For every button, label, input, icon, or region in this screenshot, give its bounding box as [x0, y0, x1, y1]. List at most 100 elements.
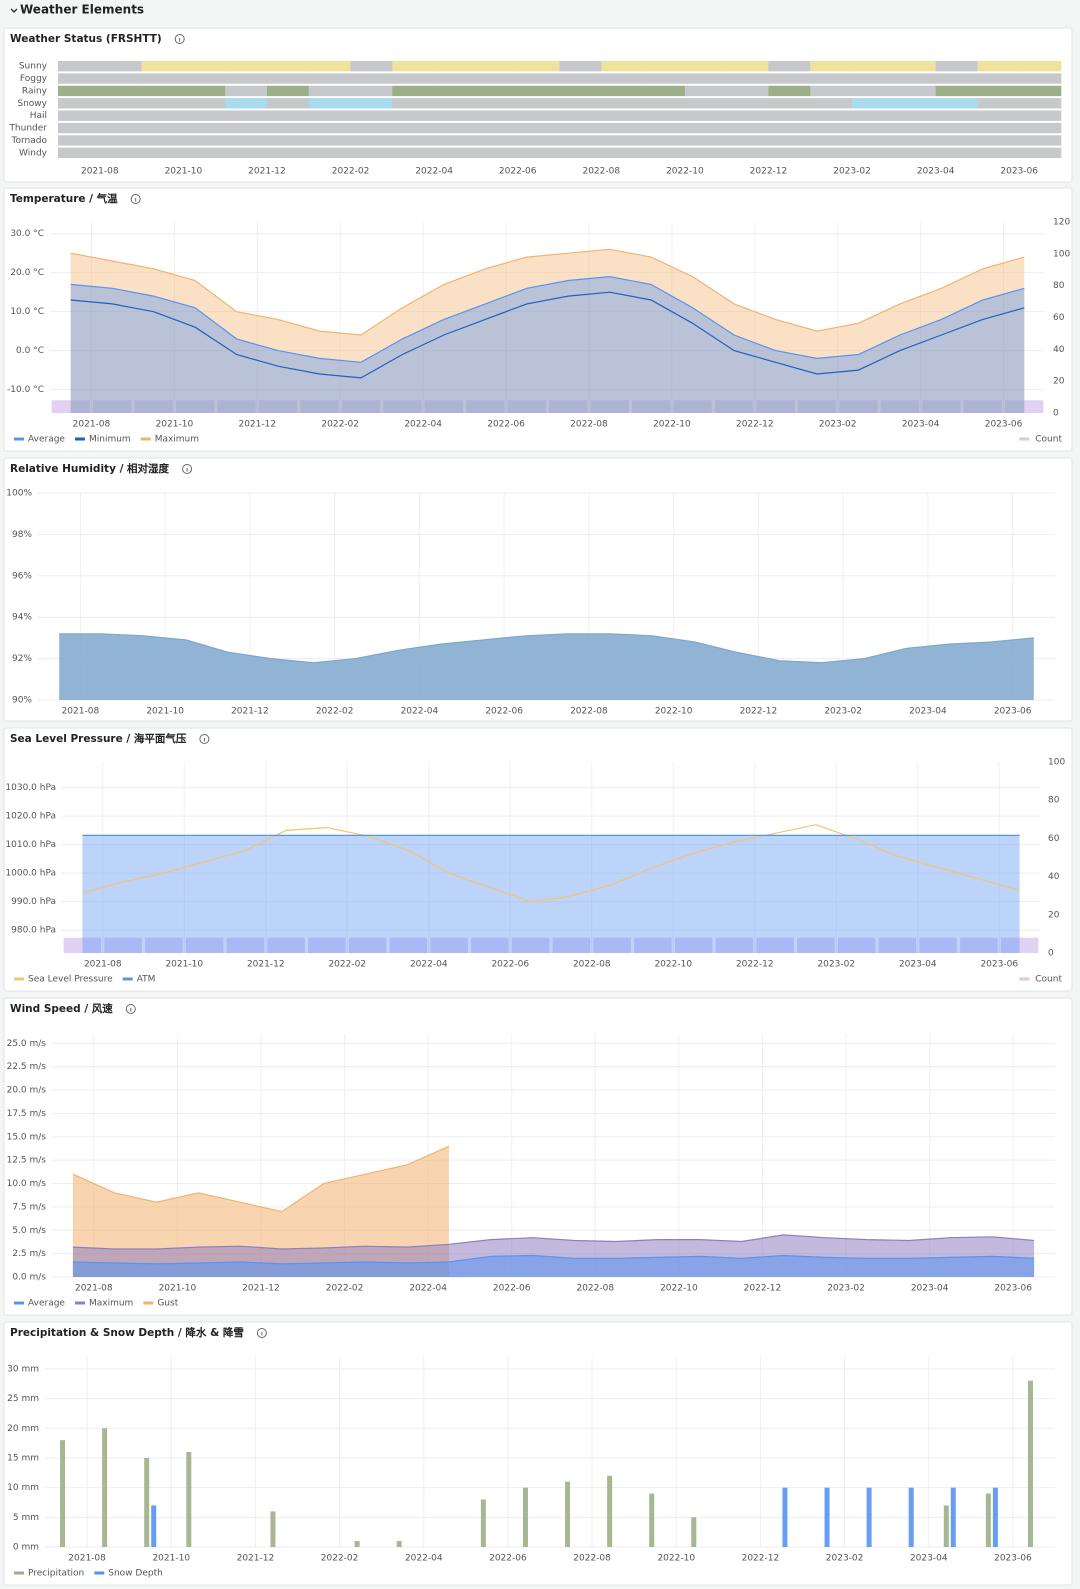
panel: Sea Level Pressure / 海平面气压 2021-08 2021-10…	[3, 727, 1073, 992]
count-bar	[217, 400, 256, 413]
state-cell	[99, 135, 142, 146]
panel-frame	[3, 457, 1073, 722]
y-tick-label: 94%	[12, 613, 32, 623]
state-cell	[225, 147, 268, 158]
x-tick-label: 2022-02	[316, 707, 354, 717]
state-cell	[684, 73, 727, 84]
state-cell	[977, 85, 1020, 97]
state-cell	[852, 122, 895, 134]
panel: Weather Status (FRSHTT) 2021-08 2021-10 202…	[3, 27, 1073, 183]
y-tick-label: 30.0 °C	[10, 229, 44, 239]
panel-frame	[3, 727, 1073, 992]
info-icon[interactable]	[256, 1328, 267, 1338]
y-tick-label: 20 mm	[7, 1424, 39, 1434]
count-bar	[715, 937, 754, 953]
count-bar	[674, 937, 713, 953]
x-tick-label: 2022-04	[404, 420, 442, 430]
state-cell	[58, 73, 101, 84]
y-tick-label: 2.5 m/s	[12, 1249, 46, 1259]
count-bar	[880, 400, 919, 413]
state-cell	[893, 98, 936, 109]
state-cell	[559, 122, 602, 134]
legend-label[interactable]: Precipitation	[28, 1569, 84, 1579]
state-cell	[141, 122, 184, 134]
state-cell	[768, 98, 811, 109]
state-cell	[183, 147, 226, 158]
row-title[interactable]: Weather Elements	[20, 3, 144, 17]
state-cell	[266, 135, 310, 146]
y2-tick-label: 80	[1053, 281, 1065, 291]
state-cell	[1019, 147, 1062, 158]
bar	[565, 1481, 571, 1547]
count-bar	[226, 937, 265, 953]
info-icon[interactable]	[182, 464, 193, 474]
state-cell	[517, 147, 560, 158]
legend-label[interactable]: Average	[28, 435, 65, 445]
row-label: Hail	[30, 111, 47, 121]
legend-label[interactable]: Snow Depth	[108, 1569, 163, 1579]
legend-label[interactable]: Maximum	[89, 1299, 133, 1309]
y-tick-label: 12.5 m/s	[7, 1156, 47, 1166]
state-cell	[684, 110, 727, 121]
x-tick-label: 2021-10	[165, 960, 203, 970]
y-tick-label: 30 mm	[7, 1364, 39, 1374]
state-cell	[392, 110, 435, 121]
count-bar	[466, 400, 505, 413]
state-cell	[601, 61, 644, 72]
state-cell	[434, 122, 477, 134]
state-cell	[768, 73, 811, 84]
state-cell	[350, 147, 393, 158]
x-tick-label: 2022-06	[489, 1554, 527, 1564]
x-tick-label: 2022-10	[653, 420, 691, 430]
legend-label[interactable]: Average	[28, 1299, 65, 1309]
state-cell	[266, 61, 310, 72]
area	[82, 835, 1020, 953]
count-bar	[797, 937, 835, 953]
state-cell	[141, 110, 184, 121]
legend-label[interactable]: Sea Level Pressure	[28, 975, 113, 985]
state-cell	[977, 122, 1020, 134]
state-cell	[392, 98, 435, 109]
y-tick-label: 90%	[12, 696, 32, 706]
count-bar	[341, 400, 381, 413]
state-cell	[434, 85, 477, 97]
state-cell	[559, 73, 602, 84]
x-tick-label: 2021-12	[231, 707, 269, 717]
info-icon[interactable]	[174, 34, 185, 44]
state-cell	[726, 73, 769, 84]
y-tick-label: 22.5 m/s	[7, 1062, 47, 1072]
legend-label[interactable]: Gust	[157, 1299, 178, 1309]
x-tick-label: 2022-10	[654, 960, 692, 970]
state-cell	[141, 147, 184, 158]
x-tick-label: 2022-06	[499, 167, 537, 177]
x-tick-label: 2023-06	[994, 707, 1032, 717]
count-bar	[134, 400, 173, 413]
count-bar	[63, 937, 102, 953]
y-tick-label: 98%	[12, 530, 32, 540]
state-cell	[1019, 135, 1062, 146]
info-icon[interactable]	[130, 194, 141, 204]
area	[72, 1255, 1035, 1277]
x-tick-label: 2023-04	[902, 420, 940, 430]
state-cell	[517, 110, 560, 121]
collapse-chevron[interactable]	[10, 8, 18, 13]
legend-label[interactable]: ATM	[137, 975, 156, 985]
series-line	[72, 1254, 1035, 1265]
info-icon[interactable]	[199, 734, 210, 744]
state-cell	[726, 122, 769, 134]
legend-label[interactable]: Minimum	[89, 435, 131, 445]
row-label: Sunny	[19, 62, 48, 72]
legend-label[interactable]: Count	[1035, 435, 1062, 445]
x-tick-label: 2021-10	[165, 167, 203, 177]
state-cell	[810, 135, 853, 146]
legend-label[interactable]: Count	[1035, 975, 1062, 985]
info-icon[interactable]	[125, 1004, 136, 1014]
x-tick-label: 2023-04	[917, 167, 955, 177]
legend-label[interactable]: Maximum	[155, 435, 199, 445]
bar	[691, 1517, 697, 1547]
state-cell	[559, 110, 602, 121]
state-cell	[852, 147, 895, 158]
state-cell	[99, 85, 142, 97]
